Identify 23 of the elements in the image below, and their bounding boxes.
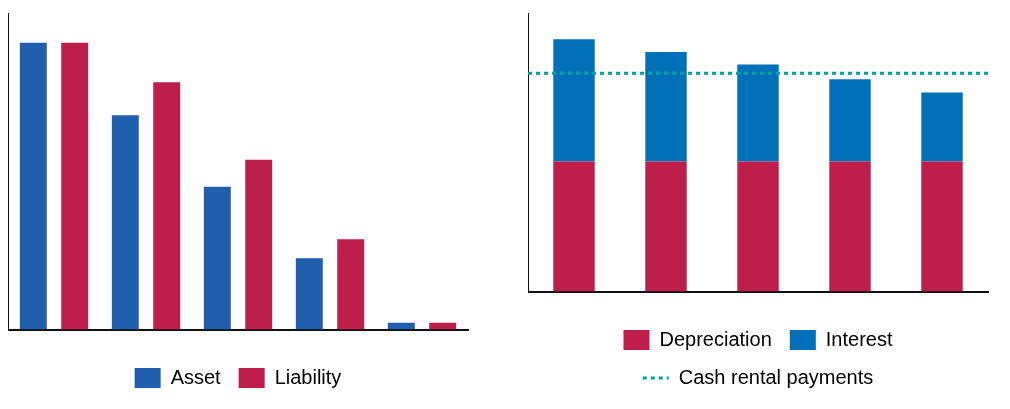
bar: [737, 64, 779, 162]
bar: [111, 115, 139, 330]
bar: [829, 161, 871, 292]
bar: [153, 82, 181, 330]
legend-label: Depreciation: [659, 327, 772, 350]
bar: [203, 186, 231, 330]
bar: [921, 161, 963, 292]
bar: [737, 161, 779, 292]
bar: [245, 159, 273, 330]
bar: [645, 52, 687, 162]
bar: [19, 42, 47, 330]
bar: [921, 92, 963, 162]
legend-label: Interest: [825, 327, 893, 350]
bar: [553, 161, 595, 292]
legend-label: Cash rental payments: [678, 365, 874, 388]
legend-label: Asset: [170, 365, 222, 388]
bar: [337, 239, 365, 330]
bar: [61, 42, 89, 330]
bar: [553, 39, 595, 162]
bar: [295, 258, 323, 330]
bar: [645, 161, 687, 292]
legend-label: Liability: [274, 365, 342, 388]
bar: [829, 79, 871, 162]
